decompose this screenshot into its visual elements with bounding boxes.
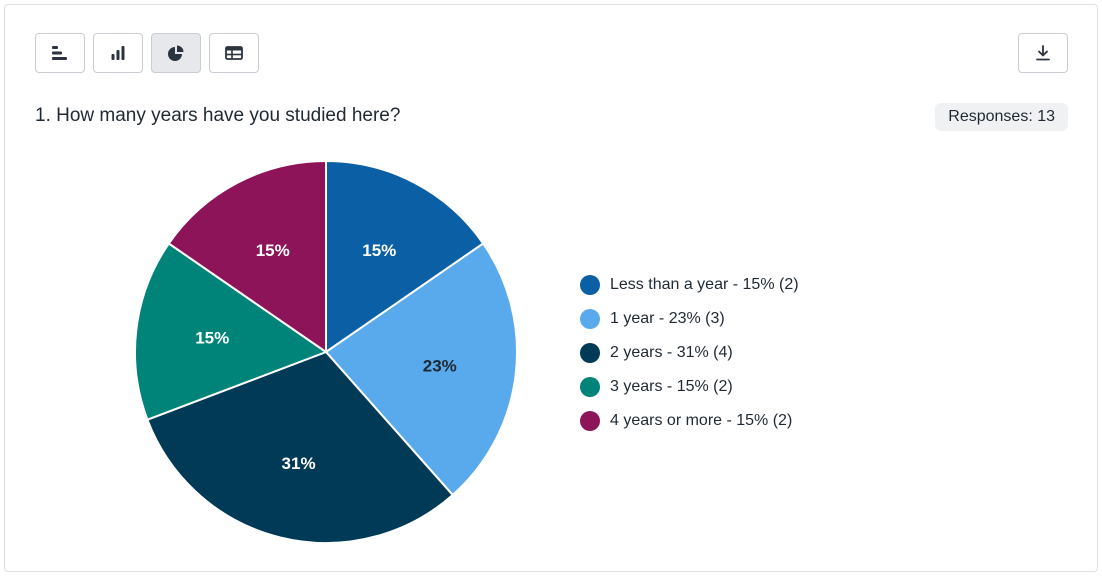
pie-slice-label-1: 23% [423, 356, 457, 375]
legend-item-0[interactable]: Less than a year - 15% (2) [580, 268, 799, 302]
legend-label-0: Less than a year - 15% (2) [610, 276, 799, 293]
legend-swatch-1 [580, 309, 600, 329]
legend-label-4: 4 years or more - 15% (2) [610, 412, 793, 429]
legend-label-3: 3 years - 15% (2) [610, 378, 733, 395]
pie-chart-button[interactable] [151, 33, 201, 73]
pie-slice-4[interactable] [167, 160, 327, 353]
pie-slice-label-4: 15% [256, 241, 290, 260]
legend-item-2[interactable]: 2 years - 31% (4) [580, 336, 799, 370]
legend-swatch-3 [580, 377, 600, 397]
table-view-button[interactable] [209, 33, 259, 73]
chart-legend: Less than a year - 15% (2) 1 year - 23% (… [580, 268, 799, 438]
download-icon [1036, 45, 1050, 61]
vertical-bar-chart-button[interactable] [93, 33, 143, 73]
pie-slice-2[interactable] [146, 351, 454, 544]
legend-label-2: 2 years - 31% (4) [610, 344, 733, 361]
legend-item-1[interactable]: 1 year - 23% (3) [580, 302, 799, 336]
table-icon [225, 46, 243, 60]
pie-slice-0[interactable] [325, 160, 485, 353]
legend-swatch-0 [580, 275, 600, 295]
horizontal-bar-chart-icon [52, 46, 67, 60]
pie-chart-icon [168, 45, 184, 61]
legend-item-3[interactable]: 3 years - 15% (2) [580, 370, 799, 404]
pie-slice-label-0: 15% [362, 241, 396, 260]
pie-slice-3[interactable] [134, 242, 327, 421]
question-title: 1. How many years have you studied here? [35, 105, 401, 126]
chart-type-toolbar [35, 33, 259, 73]
download-button[interactable] [1018, 33, 1068, 73]
legend-label-1: 1 year - 23% (3) [610, 310, 725, 327]
legend-swatch-4 [580, 411, 600, 431]
pie-slice-label-2: 31% [282, 454, 316, 473]
pie-slice-label-3: 15% [195, 329, 229, 348]
vertical-bar-chart-icon [111, 46, 125, 60]
legend-swatch-2 [580, 343, 600, 363]
responses-badge: Responses: 13 [935, 103, 1068, 131]
pie-slice-1[interactable] [325, 242, 518, 496]
horizontal-bar-chart-button[interactable] [35, 33, 85, 73]
legend-item-4[interactable]: 4 years or more - 15% (2) [580, 404, 799, 438]
